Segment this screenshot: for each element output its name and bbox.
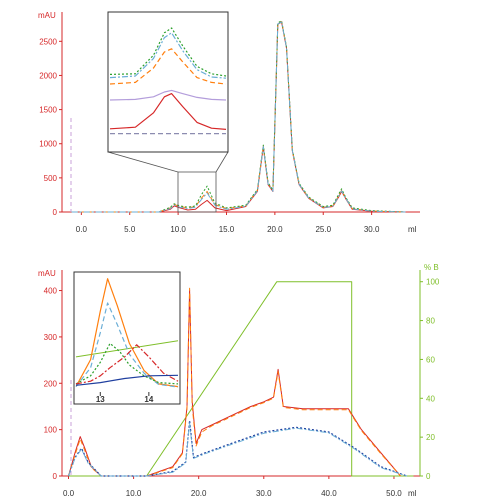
top-y-tick-label: 2500 bbox=[39, 37, 57, 46]
bottom-inset-line bbox=[75, 278, 179, 388]
top-y-unit: mAU bbox=[38, 11, 56, 20]
top-inset-line bbox=[109, 89, 227, 101]
top-y-tick-label: 1500 bbox=[39, 106, 57, 115]
bottom-inset-x-tick-label: 13 bbox=[96, 395, 105, 404]
top-y-tick-label: 500 bbox=[44, 174, 58, 183]
bottom-y2-tick-label: 20 bbox=[426, 433, 435, 442]
bottom-inset-line bbox=[75, 344, 179, 385]
bottom-y-tick-label: 400 bbox=[44, 287, 58, 296]
top-x-tick-label: 30.0 bbox=[364, 225, 380, 234]
bottom-y-unit: mAU bbox=[38, 269, 56, 278]
top-x-tick-label: 20.0 bbox=[267, 225, 283, 234]
top-zoom-connector-right bbox=[215, 151, 229, 173]
bottom-y-tick-label: 0 bbox=[53, 472, 58, 481]
bottom-y2-tick-label: 0 bbox=[426, 472, 431, 481]
bottom-x-unit: ml bbox=[408, 489, 417, 498]
top-inset-frame bbox=[107, 11, 229, 153]
top-inset-line bbox=[109, 32, 227, 79]
bottom-inset-line bbox=[75, 302, 179, 388]
bottom-series-line bbox=[68, 287, 401, 477]
bottom-inset-line bbox=[75, 342, 179, 385]
top-x-tick-label: 0.0 bbox=[76, 225, 88, 234]
bottom-y2-unit: % B bbox=[424, 263, 439, 272]
bottom-x-tick-label: 0.0 bbox=[63, 489, 75, 498]
bottom-inset-frame bbox=[73, 271, 181, 405]
bottom-series-line bbox=[67, 419, 408, 477]
top-x-tick-label: 5.0 bbox=[124, 225, 136, 234]
bottom-y-tick-label: 100 bbox=[44, 426, 58, 435]
bottom-y2-tick-label: 40 bbox=[426, 394, 435, 403]
bottom-y-tick-label: 300 bbox=[44, 333, 58, 342]
bottom-y2-tick-label: 60 bbox=[426, 355, 435, 364]
bottom-inset-line bbox=[75, 374, 179, 386]
bottom-y-tick-label: 200 bbox=[44, 379, 58, 388]
top-zoom-box bbox=[177, 171, 217, 213]
top-series-line bbox=[71, 21, 406, 213]
top-x-tick-label: 10.0 bbox=[170, 225, 186, 234]
bottom-y2-tick-label: 100 bbox=[426, 278, 440, 287]
top-inset-line bbox=[109, 48, 227, 85]
top-inset-line bbox=[109, 92, 227, 130]
bottom-x-tick-label: 50.0 bbox=[386, 489, 402, 498]
top-series-line bbox=[71, 20, 406, 213]
top-chart: mAU ml 0 500 1000 1500 2000 2500 0.0 5.0 10.0 15… bbox=[38, 11, 420, 234]
top-x-tick-label: 15.0 bbox=[219, 225, 235, 234]
bottom-x-tick-label: 30.0 bbox=[256, 489, 272, 498]
bottom-x-tick-label: 40.0 bbox=[321, 489, 337, 498]
top-zoom-connector-left bbox=[107, 151, 179, 173]
top-y-tick-label: 0 bbox=[53, 208, 58, 217]
bottom-y2-tick-label: 80 bbox=[426, 317, 435, 326]
top-x-tick-label: 25.0 bbox=[315, 225, 331, 234]
bottom-inset-x-tick-label: 14 bbox=[144, 395, 153, 404]
bottom-chart: mAU % B ml 0 100 200 300 400 0 20 40 60 80 100 0.… bbox=[38, 263, 440, 498]
bottom-x-tick-label: 10.0 bbox=[126, 489, 142, 498]
bottom-x-tick-label: 20.0 bbox=[191, 489, 207, 498]
bottom-series-line bbox=[68, 422, 408, 477]
top-y-tick-label: 1000 bbox=[39, 140, 57, 149]
top-x-unit: ml bbox=[408, 225, 417, 234]
top-inset-line bbox=[109, 27, 227, 77]
top-y-tick-label: 2000 bbox=[39, 71, 57, 80]
